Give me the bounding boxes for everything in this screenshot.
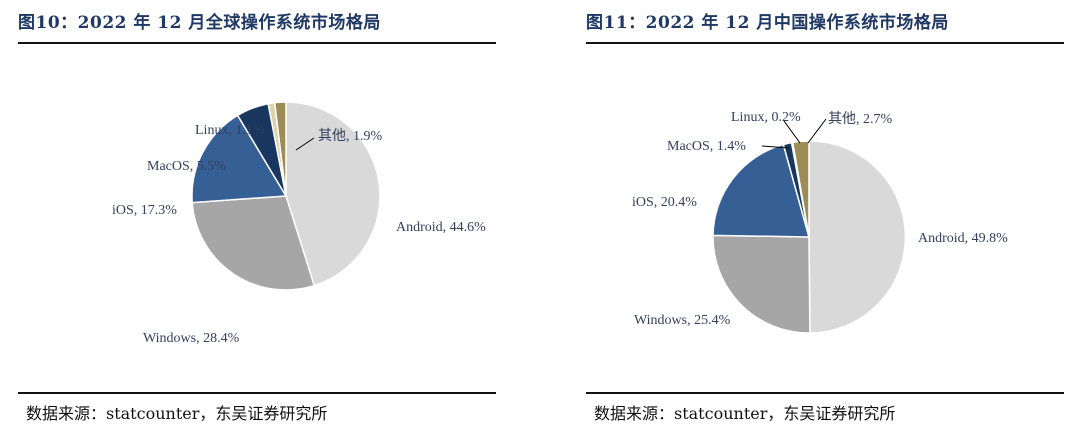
- figure-11-title: 图11：2022 年 12 月中国操作系统市场格局: [586, 13, 949, 33]
- slice-label: Android, 44.6%: [396, 220, 486, 235]
- china-os-pie-chart: Android, 49.8% Windows, 25.4% iOS, 20.4% Ma…: [632, 110, 1008, 334]
- source-note: 数据来源：statcounter，东吴证券研究所: [594, 404, 896, 423]
- pie-slice-ios: [191, 114, 288, 204]
- slice-label: 其他, 1.9%: [318, 128, 382, 144]
- figure-10-panel: 图10：2022 年 12 月全球操作系统市场格局 Android, 44.6%…: [18, 0, 496, 430]
- source-note: 数据来源：statcounter，东吴证券研究所: [26, 404, 328, 423]
- pie-slice-ios: [712, 143, 810, 238]
- slice-label: Linux, 1.1%: [195, 123, 265, 138]
- leader-line: [761, 145, 790, 149]
- slice-label: Windows, 28.4%: [143, 331, 240, 346]
- figure-11-panel: 图11：2022 年 12 月中国操作系统市场格局 Android, 49.8%…: [586, 0, 1064, 430]
- slice-label: Android, 49.8%: [918, 231, 1008, 246]
- title-rule: [586, 42, 1064, 44]
- leader-line: [295, 137, 315, 151]
- source-rule: [18, 392, 496, 394]
- title-rule: [18, 42, 496, 44]
- pie-slice-other: [273, 101, 287, 197]
- slice-label: Windows, 25.4%: [634, 313, 731, 328]
- slice-label: iOS, 17.3%: [112, 203, 177, 218]
- pie-slice-windows: [191, 195, 316, 291]
- pie-slice-windows: [712, 234, 811, 334]
- source-rule: [586, 392, 1064, 394]
- slice-label: MacOS, 5.5%: [147, 159, 226, 174]
- slice-label: 其他, 2.7%: [828, 111, 892, 127]
- figure-10-title: 图10：2022 年 12 月全球操作系统市场格局: [18, 13, 381, 33]
- global-os-pie-chart: Android, 44.6% Windows, 28.4% iOS, 17.3% Ma…: [112, 101, 486, 346]
- slice-label: MacOS, 1.4%: [667, 139, 746, 154]
- slice-label: iOS, 20.4%: [632, 195, 697, 210]
- slice-label: Linux, 0.2%: [731, 110, 801, 125]
- leader-line: [807, 118, 827, 144]
- pie-slice-android: [808, 140, 907, 334]
- leader-line: [783, 120, 801, 144]
- pie-slice-android: [285, 101, 381, 287]
